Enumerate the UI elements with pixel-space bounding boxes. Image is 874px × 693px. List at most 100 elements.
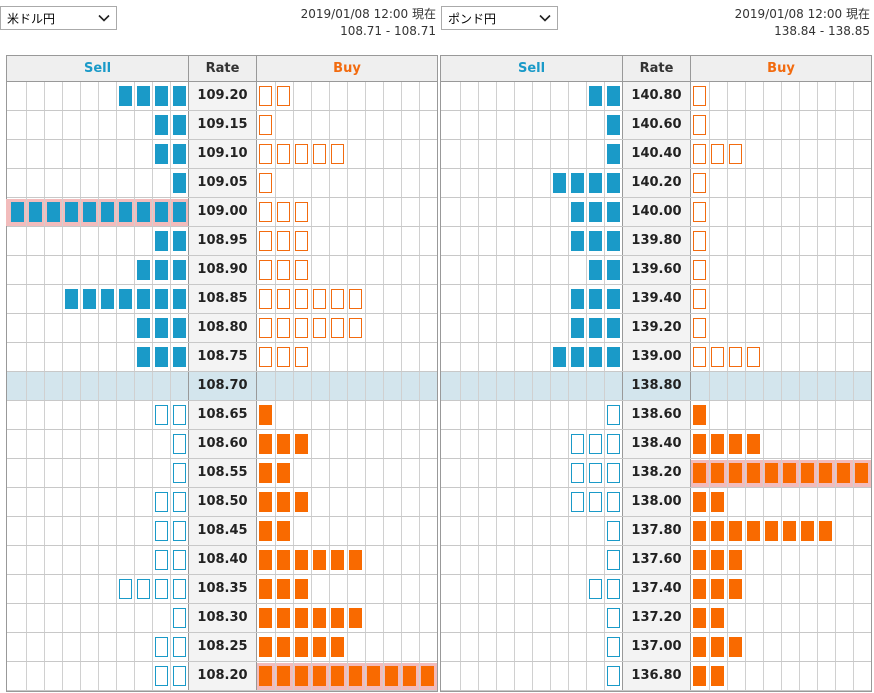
- buy-order-block: [693, 260, 706, 280]
- sell-cell: [62, 604, 80, 632]
- buy-cell: [329, 459, 347, 487]
- buy-order-block: [421, 666, 434, 686]
- buy-cell: [419, 227, 437, 255]
- buy-cell: [781, 82, 799, 110]
- rate-value: 136.80: [622, 662, 691, 690]
- sell-cell: [568, 633, 586, 661]
- rate-value: 139.80: [622, 227, 691, 255]
- sell-cell: [116, 256, 134, 284]
- buy-cell: [275, 198, 293, 226]
- buy-cell: [275, 459, 293, 487]
- sell-cell: [134, 430, 152, 458]
- buy-cell: [781, 198, 799, 226]
- buy-cell: [365, 517, 383, 545]
- sell-cell: [44, 575, 62, 603]
- buy-cell: [781, 662, 799, 690]
- order-row: 140.00: [441, 198, 871, 227]
- sell-cell: [442, 430, 460, 458]
- sell-cell: [496, 401, 514, 429]
- rate-value: 108.20: [188, 662, 257, 690]
- buy-cell: [401, 343, 419, 371]
- sell-cell: [8, 575, 26, 603]
- sell-cell: [62, 401, 80, 429]
- sell-cell: [604, 633, 622, 661]
- buy-cell: [853, 227, 871, 255]
- sell-order-block: [589, 347, 602, 367]
- buy-cell: [763, 227, 781, 255]
- currency-pair-select[interactable]: 米ドル円: [0, 6, 117, 30]
- sell-cell: [116, 82, 134, 110]
- sell-header: Sell: [7, 56, 188, 82]
- sell-cell: [478, 227, 496, 255]
- buy-cell: [329, 198, 347, 226]
- sell-cell: [604, 256, 622, 284]
- sell-cell: [26, 575, 44, 603]
- rate-value: 108.80: [188, 314, 257, 342]
- buy-cell: [329, 546, 347, 574]
- sell-order-block: [607, 231, 620, 251]
- sell-cell: [80, 227, 98, 255]
- sell-cell: [460, 256, 478, 284]
- sell-cell: [442, 575, 460, 603]
- currency-pair-select[interactable]: ポンド円: [441, 6, 558, 30]
- sell-cell: [8, 82, 26, 110]
- sell-cell: [442, 82, 460, 110]
- buy-cell: [745, 372, 763, 400]
- sell-cell: [478, 662, 496, 690]
- buy-cell: [799, 82, 817, 110]
- sell-cell: [478, 633, 496, 661]
- sell-cell: [80, 662, 98, 690]
- buy-cell: [293, 575, 311, 603]
- sell-cell: [44, 488, 62, 516]
- sell-cell: [98, 459, 116, 487]
- sell-cell: [514, 256, 532, 284]
- buy-cell: [365, 343, 383, 371]
- sell-order-block: [173, 550, 186, 570]
- buy-order-block: [837, 463, 850, 483]
- sell-cell: [80, 604, 98, 632]
- sell-cell: [80, 169, 98, 197]
- buy-cell: [311, 517, 329, 545]
- buy-order-block: [277, 86, 290, 106]
- sell-cell: [170, 575, 188, 603]
- buy-cell: [275, 430, 293, 458]
- buy-cell: [419, 343, 437, 371]
- buy-cell: [835, 546, 853, 574]
- buy-cell: [419, 517, 437, 545]
- buy-cell: [853, 401, 871, 429]
- sell-cell: [514, 604, 532, 632]
- sell-cell: [604, 285, 622, 313]
- sell-order-block: [83, 289, 96, 309]
- buy-cell: [781, 633, 799, 661]
- sell-cell: [478, 546, 496, 574]
- buy-cell: [329, 401, 347, 429]
- sell-cell: [44, 285, 62, 313]
- sell-order-block: [173, 492, 186, 512]
- buy-cell: [419, 314, 437, 342]
- buy-cell: [745, 343, 763, 371]
- sell-cell: [460, 343, 478, 371]
- order-row: 140.20: [441, 169, 871, 198]
- buy-cell: [727, 372, 745, 400]
- buy-order-block: [313, 637, 326, 657]
- buy-cell: [275, 256, 293, 284]
- order-row: 136.80: [441, 662, 871, 691]
- buy-cell: [329, 256, 347, 284]
- buy-cell: [329, 604, 347, 632]
- buy-cell: [745, 198, 763, 226]
- buy-cell: [365, 662, 383, 690]
- sell-order-block: [571, 318, 584, 338]
- buy-cell: [799, 488, 817, 516]
- sell-cell: [532, 82, 550, 110]
- sell-cell: [478, 372, 496, 400]
- sell-cell: [604, 430, 622, 458]
- sell-cell: [44, 430, 62, 458]
- sell-cell: [568, 256, 586, 284]
- buy-order-block: [349, 289, 362, 309]
- buy-cell: [311, 633, 329, 661]
- buy-cell: [709, 546, 727, 574]
- sell-cell: [170, 430, 188, 458]
- buy-order-block: [295, 608, 308, 628]
- sell-cell: [26, 285, 44, 313]
- buy-order-block: [711, 144, 724, 164]
